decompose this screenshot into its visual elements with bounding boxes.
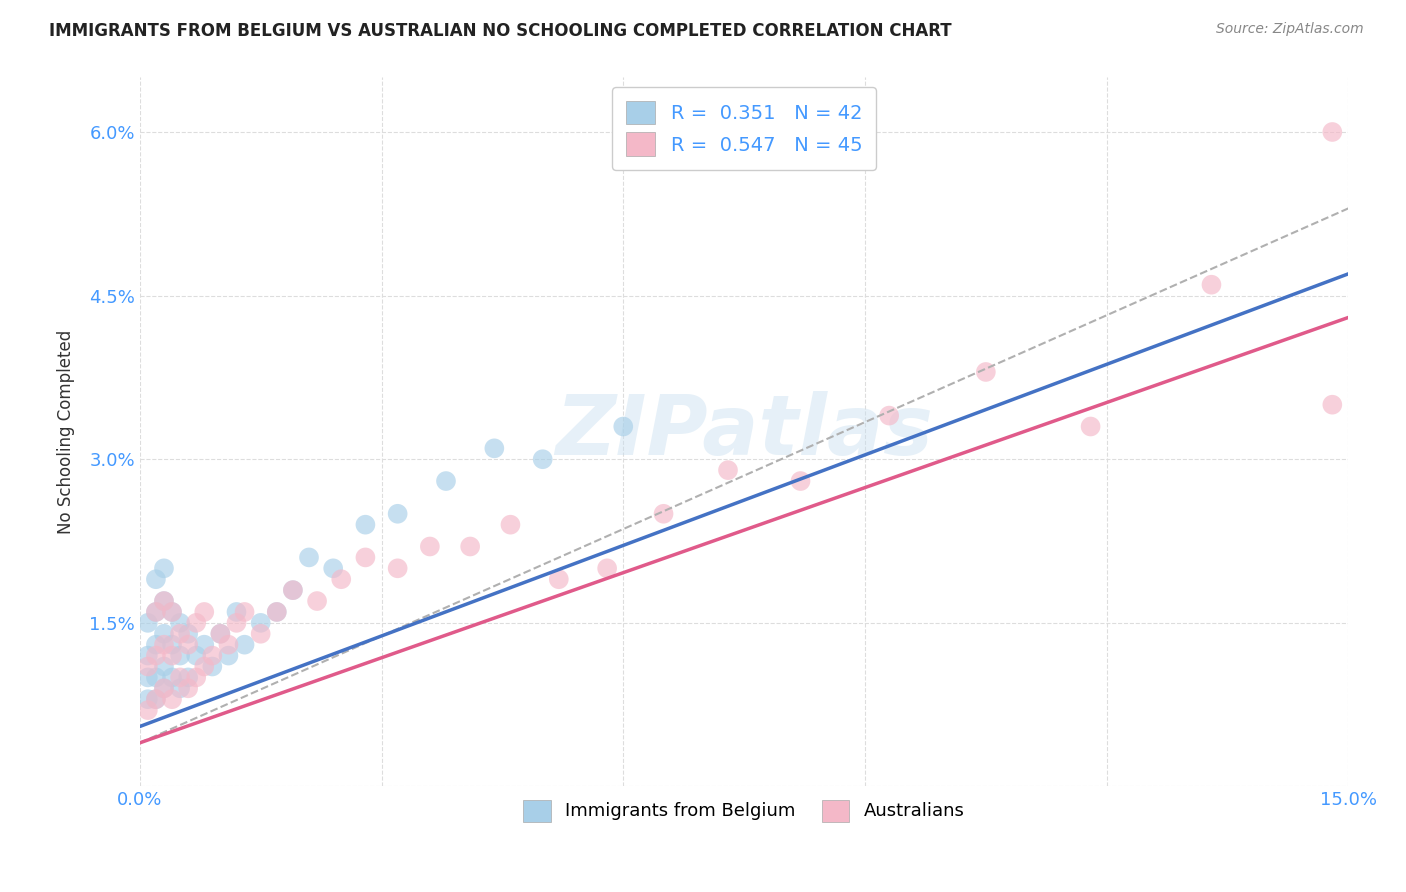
Point bbox=[145, 670, 167, 684]
Point bbox=[160, 605, 183, 619]
Point bbox=[145, 692, 167, 706]
Point bbox=[136, 615, 159, 630]
Text: IMMIGRANTS FROM BELGIUM VS AUSTRALIAN NO SCHOOLING COMPLETED CORRELATION CHART: IMMIGRANTS FROM BELGIUM VS AUSTRALIAN NO… bbox=[49, 22, 952, 40]
Point bbox=[877, 409, 900, 423]
Point bbox=[217, 638, 239, 652]
Point bbox=[177, 681, 200, 696]
Point bbox=[193, 605, 215, 619]
Point bbox=[186, 648, 208, 663]
Point bbox=[160, 692, 183, 706]
Point bbox=[145, 605, 167, 619]
Point bbox=[160, 670, 183, 684]
Point bbox=[145, 692, 167, 706]
Point bbox=[1201, 277, 1223, 292]
Point bbox=[177, 670, 200, 684]
Point bbox=[484, 442, 506, 456]
Point bbox=[547, 572, 569, 586]
Point bbox=[169, 681, 191, 696]
Point bbox=[153, 626, 176, 640]
Point bbox=[974, 365, 997, 379]
Point bbox=[186, 670, 208, 684]
Point bbox=[201, 659, 224, 673]
Point bbox=[531, 452, 554, 467]
Text: ZIPatlas: ZIPatlas bbox=[555, 392, 934, 473]
Point bbox=[136, 659, 159, 673]
Point bbox=[789, 474, 811, 488]
Point bbox=[160, 638, 183, 652]
Point bbox=[153, 681, 176, 696]
Point bbox=[145, 605, 167, 619]
Point bbox=[153, 561, 176, 575]
Point bbox=[136, 670, 159, 684]
Point bbox=[153, 659, 176, 673]
Point bbox=[177, 638, 200, 652]
Point bbox=[145, 638, 167, 652]
Point bbox=[419, 540, 441, 554]
Point bbox=[298, 550, 321, 565]
Point bbox=[458, 540, 481, 554]
Point bbox=[596, 561, 619, 575]
Point bbox=[145, 572, 167, 586]
Point bbox=[153, 594, 176, 608]
Point bbox=[225, 615, 247, 630]
Point bbox=[612, 419, 634, 434]
Point bbox=[281, 583, 304, 598]
Point bbox=[193, 638, 215, 652]
Point bbox=[169, 626, 191, 640]
Point bbox=[266, 605, 288, 619]
Point bbox=[354, 517, 377, 532]
Point bbox=[201, 648, 224, 663]
Point bbox=[387, 507, 409, 521]
Point bbox=[145, 648, 167, 663]
Y-axis label: No Schooling Completed: No Schooling Completed bbox=[58, 330, 75, 534]
Point bbox=[209, 626, 232, 640]
Point bbox=[652, 507, 675, 521]
Point bbox=[160, 605, 183, 619]
Point bbox=[153, 638, 176, 652]
Point bbox=[499, 517, 522, 532]
Point bbox=[652, 146, 675, 161]
Point bbox=[322, 561, 344, 575]
Point bbox=[266, 605, 288, 619]
Text: Source: ZipAtlas.com: Source: ZipAtlas.com bbox=[1216, 22, 1364, 37]
Point bbox=[1322, 398, 1344, 412]
Point bbox=[169, 670, 191, 684]
Point bbox=[233, 638, 256, 652]
Point bbox=[1080, 419, 1102, 434]
Point bbox=[307, 594, 329, 608]
Point bbox=[1322, 125, 1344, 139]
Point bbox=[354, 550, 377, 565]
Point bbox=[136, 648, 159, 663]
Point bbox=[281, 583, 304, 598]
Point bbox=[153, 594, 176, 608]
Point bbox=[717, 463, 740, 477]
Point bbox=[249, 615, 271, 630]
Point bbox=[136, 692, 159, 706]
Point bbox=[169, 648, 191, 663]
Point bbox=[434, 474, 457, 488]
Point bbox=[330, 572, 353, 586]
Point bbox=[153, 681, 176, 696]
Point bbox=[387, 561, 409, 575]
Point bbox=[136, 703, 159, 717]
Point bbox=[233, 605, 256, 619]
Point bbox=[225, 605, 247, 619]
Point bbox=[177, 626, 200, 640]
Point bbox=[756, 125, 779, 139]
Point bbox=[193, 659, 215, 673]
Point bbox=[186, 615, 208, 630]
Point bbox=[217, 648, 239, 663]
Point bbox=[169, 615, 191, 630]
Point bbox=[160, 648, 183, 663]
Point bbox=[249, 626, 271, 640]
Legend: Immigrants from Belgium, Australians: Immigrants from Belgium, Australians bbox=[510, 787, 977, 834]
Point bbox=[209, 626, 232, 640]
